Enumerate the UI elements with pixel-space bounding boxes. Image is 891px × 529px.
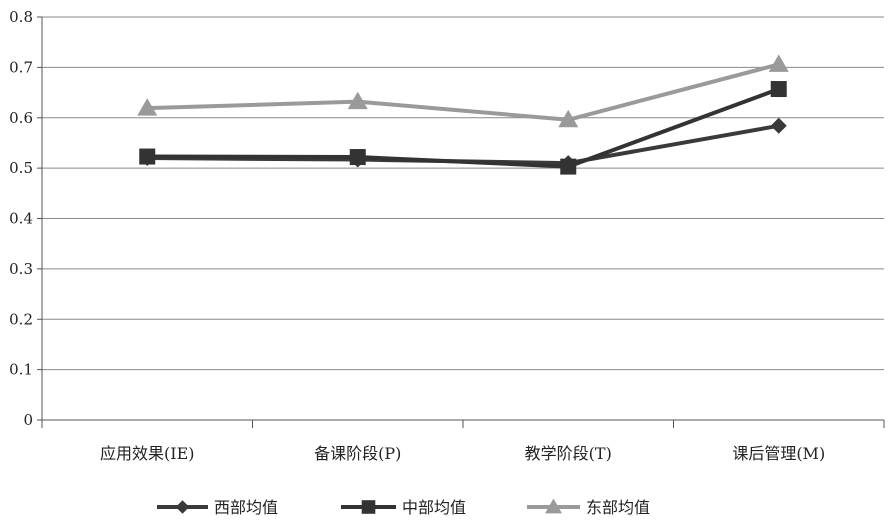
data-point-0-3 (770, 117, 787, 134)
legend-label: 中部均值 (402, 498, 466, 517)
axes: 0 0.1 0.2 0.3 0.4 0.5 0.6 0.7 0.8 应用效果(IE) 备课阶段(P)… (9, 8, 885, 463)
y-tick-label: 0.5 (9, 159, 33, 177)
x-tick-label: 教学阶段(T) (525, 444, 612, 463)
legend: 西部均值 中部均值 东部均值 (157, 498, 650, 517)
x-tick-label: 备课阶段(P) (314, 444, 401, 463)
data-point-1-1 (349, 149, 366, 166)
y-tick-label: 0.6 (9, 109, 33, 127)
series-markers (137, 54, 789, 175)
data-point-1-3 (770, 81, 787, 98)
legend-marker-1 (361, 500, 376, 514)
data-point-2-1 (347, 91, 368, 110)
y-tick-label: 0.3 (9, 260, 33, 278)
y-tick-label: 0.2 (9, 310, 33, 328)
data-point-2-0 (137, 98, 158, 116)
x-tick-label: 应用效果(IE) (100, 444, 195, 463)
series-line-1 (145, 87, 781, 169)
y-tick-label: 0.7 (9, 58, 33, 76)
data-point-2-2 (558, 109, 579, 128)
y-tick-label: 0.1 (9, 361, 33, 379)
x-tick-label: 课后管理(M) (732, 444, 825, 463)
legend-label: 东部均值 (586, 498, 650, 517)
legend-marker-0 (175, 500, 190, 514)
legend-label: 西部均值 (214, 498, 278, 517)
y-tick-label: 0.8 (9, 8, 33, 26)
y-tick-label: 0.4 (9, 210, 33, 228)
series-lines (145, 62, 781, 169)
gridlines (42, 16, 884, 371)
data-point-2-3 (768, 54, 789, 72)
legend-marker-2 (545, 498, 562, 514)
data-point-1-2 (560, 158, 577, 175)
y-tick-label: 0 (23, 411, 33, 429)
series-line-2 (145, 62, 781, 122)
data-point-1-0 (139, 148, 156, 165)
